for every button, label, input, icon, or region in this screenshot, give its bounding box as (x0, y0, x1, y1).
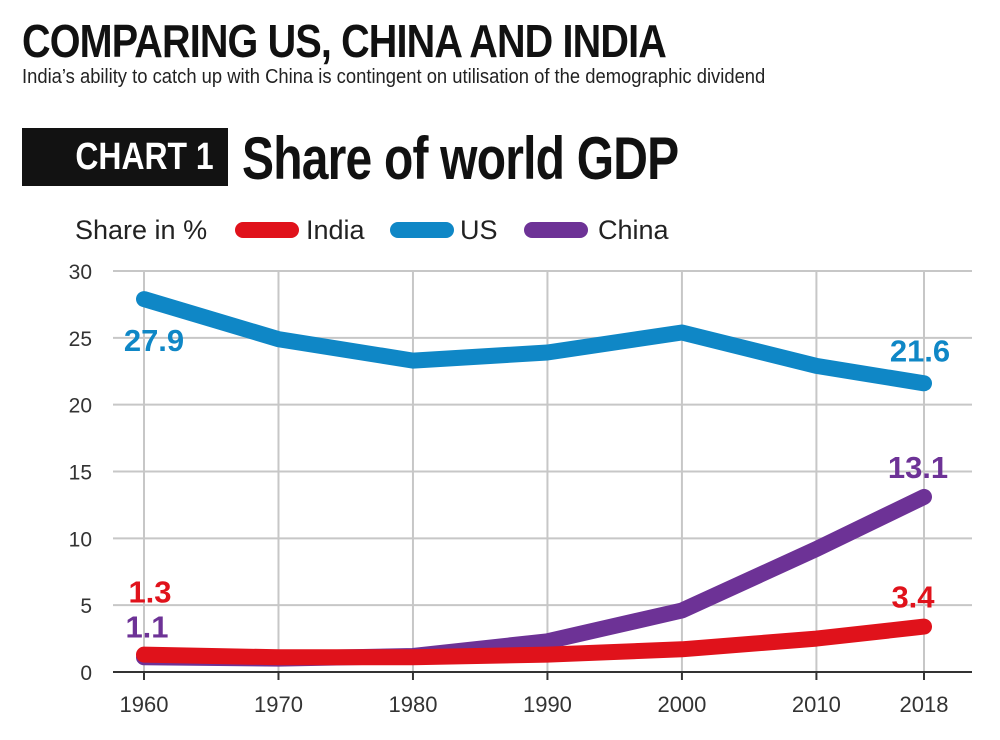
axes: 0 5 10 15 20 25 30 1960 1970 1980 1990 2000 2010 2018 (69, 261, 972, 717)
legend-label-us: US (460, 215, 498, 245)
y-tick-label-15: 15 (69, 462, 92, 485)
x-tick-label-2018: 2018 (900, 692, 949, 717)
x-tick-label-1960: 1960 (120, 692, 169, 717)
data-label-china-1960: 1.1 (125, 609, 168, 644)
chart-number-label: CHART 1 (75, 136, 214, 178)
data-labels: 27.9 21.6 13.1 3.4 1.31.1 (124, 323, 950, 644)
series-line-us (136, 291, 932, 392)
chart-number-badge: CHART 1 (22, 128, 228, 186)
data-label-us-1960: 27.9 (124, 323, 184, 358)
subheadline: India’s ability to catch up with China i… (22, 66, 766, 88)
y-tick-label-20: 20 (69, 395, 92, 418)
x-tick-label-2010: 2010 (792, 692, 841, 717)
x-tick-label-1970: 1970 (254, 692, 303, 717)
data-label-india-2018: 3.4 (891, 580, 935, 615)
legend: Share in % India US China (75, 215, 670, 245)
legend-label-china: China (598, 215, 670, 245)
series-lines (136, 291, 932, 667)
chart-title: Share of world GDP (242, 125, 679, 192)
x-tick-label-2000: 2000 (657, 692, 706, 717)
data-label-china-2018: 13.1 (888, 450, 948, 485)
y-axis-label: Share in % (75, 215, 207, 245)
y-tick-label-0: 0 (80, 662, 92, 685)
y-tick-label-10: 10 (69, 528, 92, 551)
y-tick-label-25: 25 (69, 328, 92, 351)
headline: COMPARING US, CHINA AND INDIA (22, 15, 667, 67)
y-tick-label-5: 5 (80, 595, 92, 618)
data-label-us-2018: 21.6 (890, 333, 950, 368)
x-tick-label-1980: 1980 (388, 692, 437, 717)
data-label-india-1960: 1.3 (128, 575, 171, 610)
y-tick-label-30: 30 (69, 261, 92, 284)
series-line-india (136, 618, 932, 666)
x-tick-label-1990: 1990 (523, 692, 572, 717)
legend-label-india: India (306, 215, 366, 245)
